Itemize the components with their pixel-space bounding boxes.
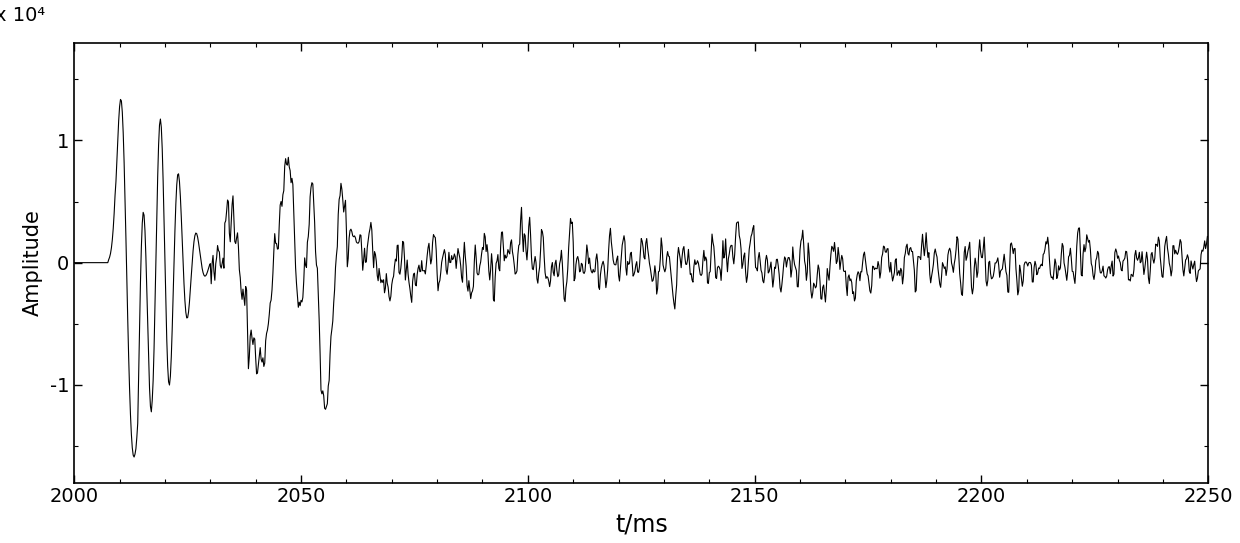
Text: x 10⁴: x 10⁴ (0, 6, 45, 25)
Y-axis label: Amplitude: Amplitude (22, 209, 43, 316)
X-axis label: t/ms: t/ms (615, 512, 667, 536)
